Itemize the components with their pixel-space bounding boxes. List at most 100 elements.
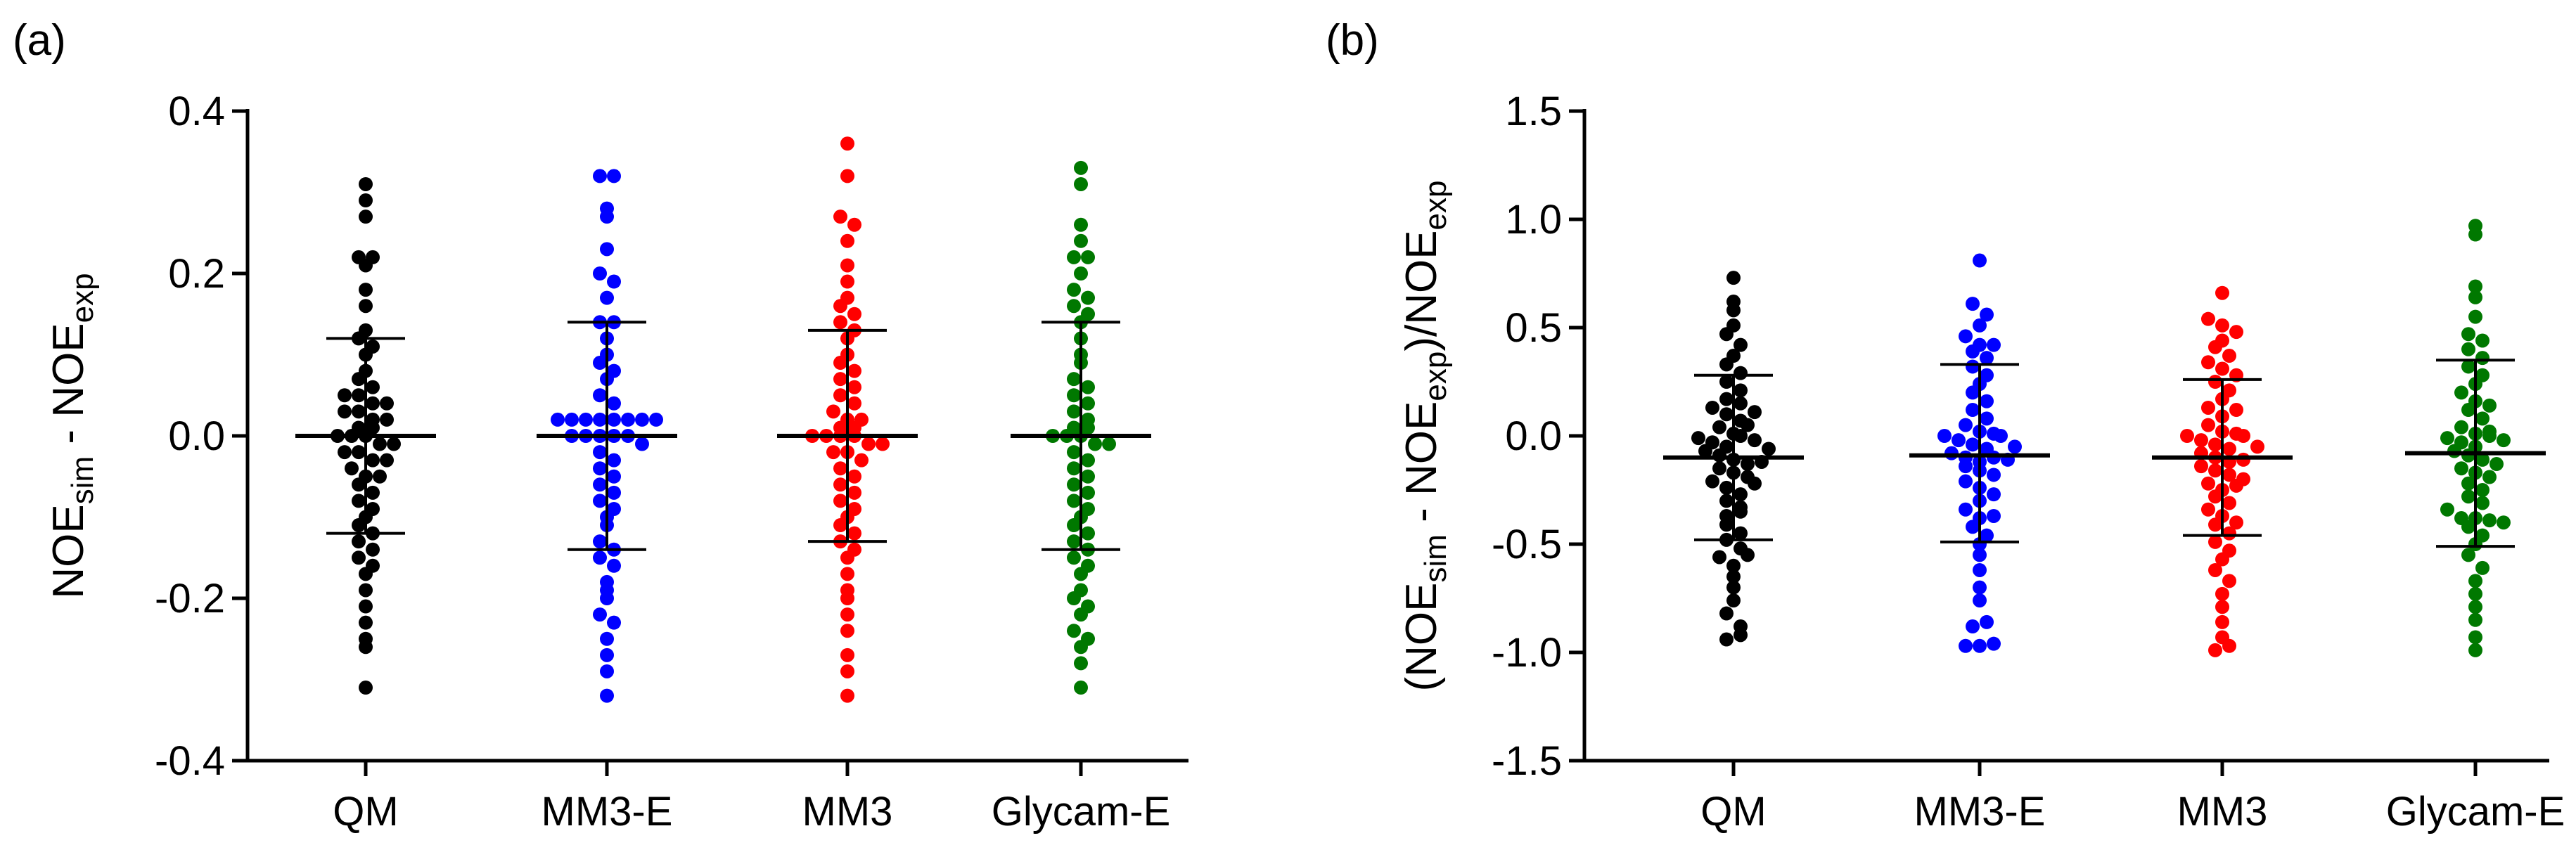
data-point [833, 477, 847, 492]
data-point [2194, 433, 2208, 448]
data-point [359, 193, 373, 208]
data-point [551, 412, 565, 427]
data-point [1973, 548, 1987, 562]
data-point [1734, 337, 1748, 352]
data-point [840, 274, 854, 289]
data-point [1074, 217, 1088, 232]
panel-b: (b) (NOEsim - NOEexp)/NOEexp -1.5 -1.0 -0.5 0… [1326, 16, 2565, 835]
data-point [338, 404, 352, 419]
y-tick-label: -0.4 [155, 738, 225, 784]
data-point [2468, 290, 2482, 304]
data-point [1966, 297, 1980, 311]
data-point [2215, 600, 2229, 614]
data-point [2468, 574, 2482, 588]
data-point [1980, 351, 1994, 366]
data-point [1081, 469, 1095, 484]
data-point [1719, 606, 1734, 621]
data-point [840, 567, 854, 581]
data-point [1074, 266, 1088, 281]
data-point [840, 647, 854, 662]
data-point [854, 453, 869, 468]
data-point [2475, 452, 2490, 467]
data-point [1726, 303, 1741, 318]
data-point [1748, 433, 1762, 448]
data-point [359, 283, 373, 297]
data-point [1074, 567, 1088, 581]
y-tick-label: -0.5 [1492, 522, 1562, 567]
data-point [600, 210, 614, 224]
data-point [2222, 574, 2236, 588]
data-point [2222, 442, 2236, 456]
data-point [876, 437, 890, 451]
data-point [1959, 638, 1973, 653]
data-point [847, 217, 861, 232]
category-label: Glycam-E [2386, 789, 2565, 835]
data-point [352, 404, 366, 419]
data-point [2215, 614, 2229, 629]
category-label: Glycam-E [992, 789, 1171, 835]
data-point [338, 445, 352, 460]
data-point [607, 453, 621, 468]
data-point [2222, 638, 2236, 653]
data-point [1734, 383, 1748, 398]
data-point [1074, 176, 1088, 191]
data-point [2229, 515, 2243, 530]
data-point [359, 567, 373, 581]
data-point [366, 542, 380, 557]
y-tick-label: 0.2 [168, 251, 225, 297]
data-point [1987, 508, 2001, 523]
data-point [2468, 612, 2482, 627]
data-point [1719, 357, 1734, 372]
data-point [380, 412, 394, 427]
data-point [2475, 483, 2490, 497]
data-point [2482, 429, 2497, 443]
y-tick-label: 1.0 [1505, 197, 1562, 243]
data-point [840, 233, 854, 248]
data-point [352, 388, 366, 403]
data-point [2454, 385, 2468, 400]
data-point [1973, 638, 1987, 653]
data-point [2475, 496, 2490, 510]
data-point [373, 469, 387, 484]
data-point [2208, 643, 2222, 657]
data-point [607, 396, 621, 411]
data-point [607, 412, 621, 427]
data-point [2236, 429, 2250, 443]
data-point [2461, 448, 2475, 463]
data-point [847, 307, 861, 321]
data-point [607, 485, 621, 500]
data-point [847, 380, 861, 394]
data-point [1074, 607, 1088, 622]
data-point [352, 372, 366, 387]
data-point [387, 437, 401, 451]
data-point [2208, 517, 2222, 532]
data-point [826, 445, 840, 460]
data-point [1719, 494, 1734, 508]
data-point [2229, 325, 2243, 340]
data-point [1088, 437, 1102, 451]
data-point [359, 258, 373, 273]
data-point [1719, 392, 1734, 406]
data-point [373, 437, 387, 451]
data-point [1734, 396, 1748, 411]
data-point [1067, 624, 1081, 638]
data-point [2468, 600, 2482, 614]
data-point [2208, 562, 2222, 577]
data-point [2497, 433, 2511, 448]
data-point [2482, 513, 2497, 528]
data-point [593, 494, 607, 508]
data-point [2440, 502, 2454, 517]
data-point [621, 412, 635, 427]
data-point [1987, 468, 2001, 482]
data-point [1726, 569, 1741, 584]
data-point [1973, 562, 1987, 577]
series-points [2440, 219, 2511, 657]
data-point [847, 469, 861, 484]
data-point [847, 363, 861, 378]
data-point [1734, 366, 1748, 380]
data-point [1944, 446, 1959, 460]
data-point [840, 688, 854, 703]
data-point [359, 299, 373, 314]
data-point [600, 591, 614, 605]
data-point [1081, 526, 1095, 541]
